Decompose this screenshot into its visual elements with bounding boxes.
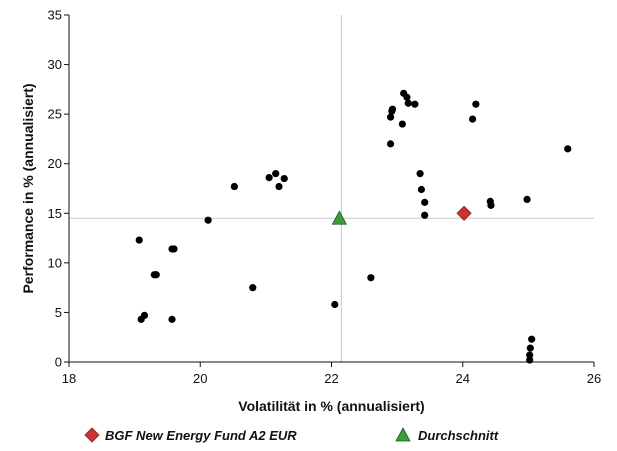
- data-point: [170, 245, 178, 253]
- x-axis-title: Volatilität in % (annualisiert): [238, 398, 424, 414]
- legend-label-average: Durchschnitt: [418, 428, 499, 443]
- diamond-icon: [84, 427, 100, 443]
- data-point: [152, 271, 160, 279]
- legend-label-fund: BGF New Energy Fund A2 EUR: [105, 428, 297, 443]
- data-point: [416, 170, 424, 178]
- triangle-icon: [395, 427, 411, 442]
- x-tick-label: 26: [587, 371, 601, 386]
- average-point: [331, 210, 348, 225]
- data-point: [526, 344, 534, 352]
- data-point: [265, 173, 273, 182]
- data-points: [135, 89, 572, 364]
- average-crosshair: [69, 15, 594, 362]
- data-point: [564, 145, 572, 153]
- data-point: [487, 201, 495, 209]
- y-axis-ticks: 0 5 10 15 20 25 30 35: [48, 8, 69, 370]
- data-point: [472, 100, 480, 108]
- axes: [68, 15, 594, 363]
- data-point: [204, 216, 212, 224]
- data-point: [280, 174, 288, 183]
- data-point: [272, 170, 280, 178]
- y-tick-label: 10: [48, 255, 62, 270]
- y-tick-label: 30: [48, 57, 62, 72]
- data-point: [386, 113, 395, 121]
- data-point: [411, 100, 419, 108]
- data-point: [386, 140, 395, 148]
- data-point: [367, 274, 375, 282]
- x-tick-label: 22: [324, 371, 338, 386]
- data-point: [403, 93, 411, 101]
- data-point: [135, 236, 143, 244]
- data-point: [331, 300, 339, 309]
- data-point: [417, 185, 426, 194]
- y-tick-label: 0: [55, 355, 62, 370]
- y-tick-label: 5: [55, 305, 62, 320]
- x-tick-label: 24: [456, 371, 470, 386]
- data-point: [526, 356, 534, 364]
- y-tick-label: 25: [48, 107, 62, 122]
- data-point: [404, 99, 412, 107]
- legend: BGF New Energy Fund A2 EUR Durchschnitt: [84, 427, 499, 443]
- data-point: [421, 211, 429, 219]
- data-point: [249, 284, 257, 292]
- y-tick-label: 15: [48, 206, 62, 221]
- data-point: [388, 105, 397, 113]
- x-axis-ticks: 18 20 22 24 26: [62, 362, 601, 386]
- data-point: [528, 335, 536, 343]
- data-point: [421, 198, 429, 206]
- x-tick-label: 20: [193, 371, 207, 386]
- data-point: [468, 115, 477, 123]
- y-tick-label: 35: [48, 8, 62, 23]
- data-point: [275, 182, 283, 191]
- data-point: [230, 182, 238, 191]
- x-tick-label: 18: [62, 371, 76, 386]
- y-tick-label: 20: [48, 156, 62, 171]
- y-axis-title: Performance in % (annualisiert): [20, 83, 36, 293]
- data-point: [523, 195, 531, 204]
- data-point: [168, 315, 176, 323]
- data-point: [137, 315, 145, 323]
- data-point: [398, 120, 406, 128]
- data-point: [526, 351, 534, 359]
- fund-point: [456, 205, 472, 221]
